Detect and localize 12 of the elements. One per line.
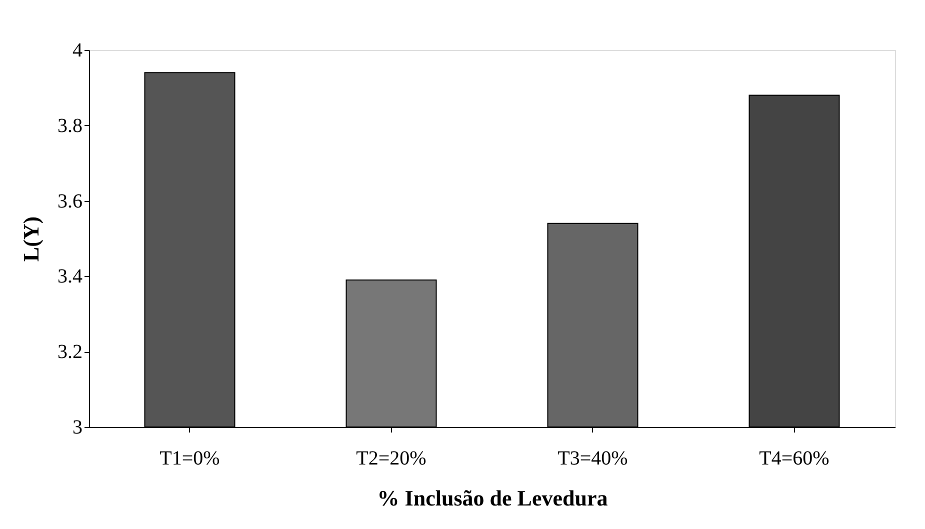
y-axis-title: L(Y): [18, 216, 44, 262]
y-tick-label: 3.4: [58, 266, 82, 288]
x-tick-label: T3=40%: [558, 448, 628, 470]
x-tick-label: T4=60%: [759, 448, 830, 470]
x-tick-label: T1=0%: [160, 448, 220, 470]
y-tick-label: 4: [72, 40, 82, 62]
x-axis-title: % Inclusão de Levedura: [377, 486, 608, 510]
y-tick-label: 3: [72, 416, 82, 438]
y-tick-label: 3.2: [58, 341, 82, 364]
x-tick-label: T2=20%: [356, 448, 426, 470]
y-tick-label: 3.8: [58, 114, 82, 137]
y-tick-label: 3.6: [58, 190, 82, 212]
